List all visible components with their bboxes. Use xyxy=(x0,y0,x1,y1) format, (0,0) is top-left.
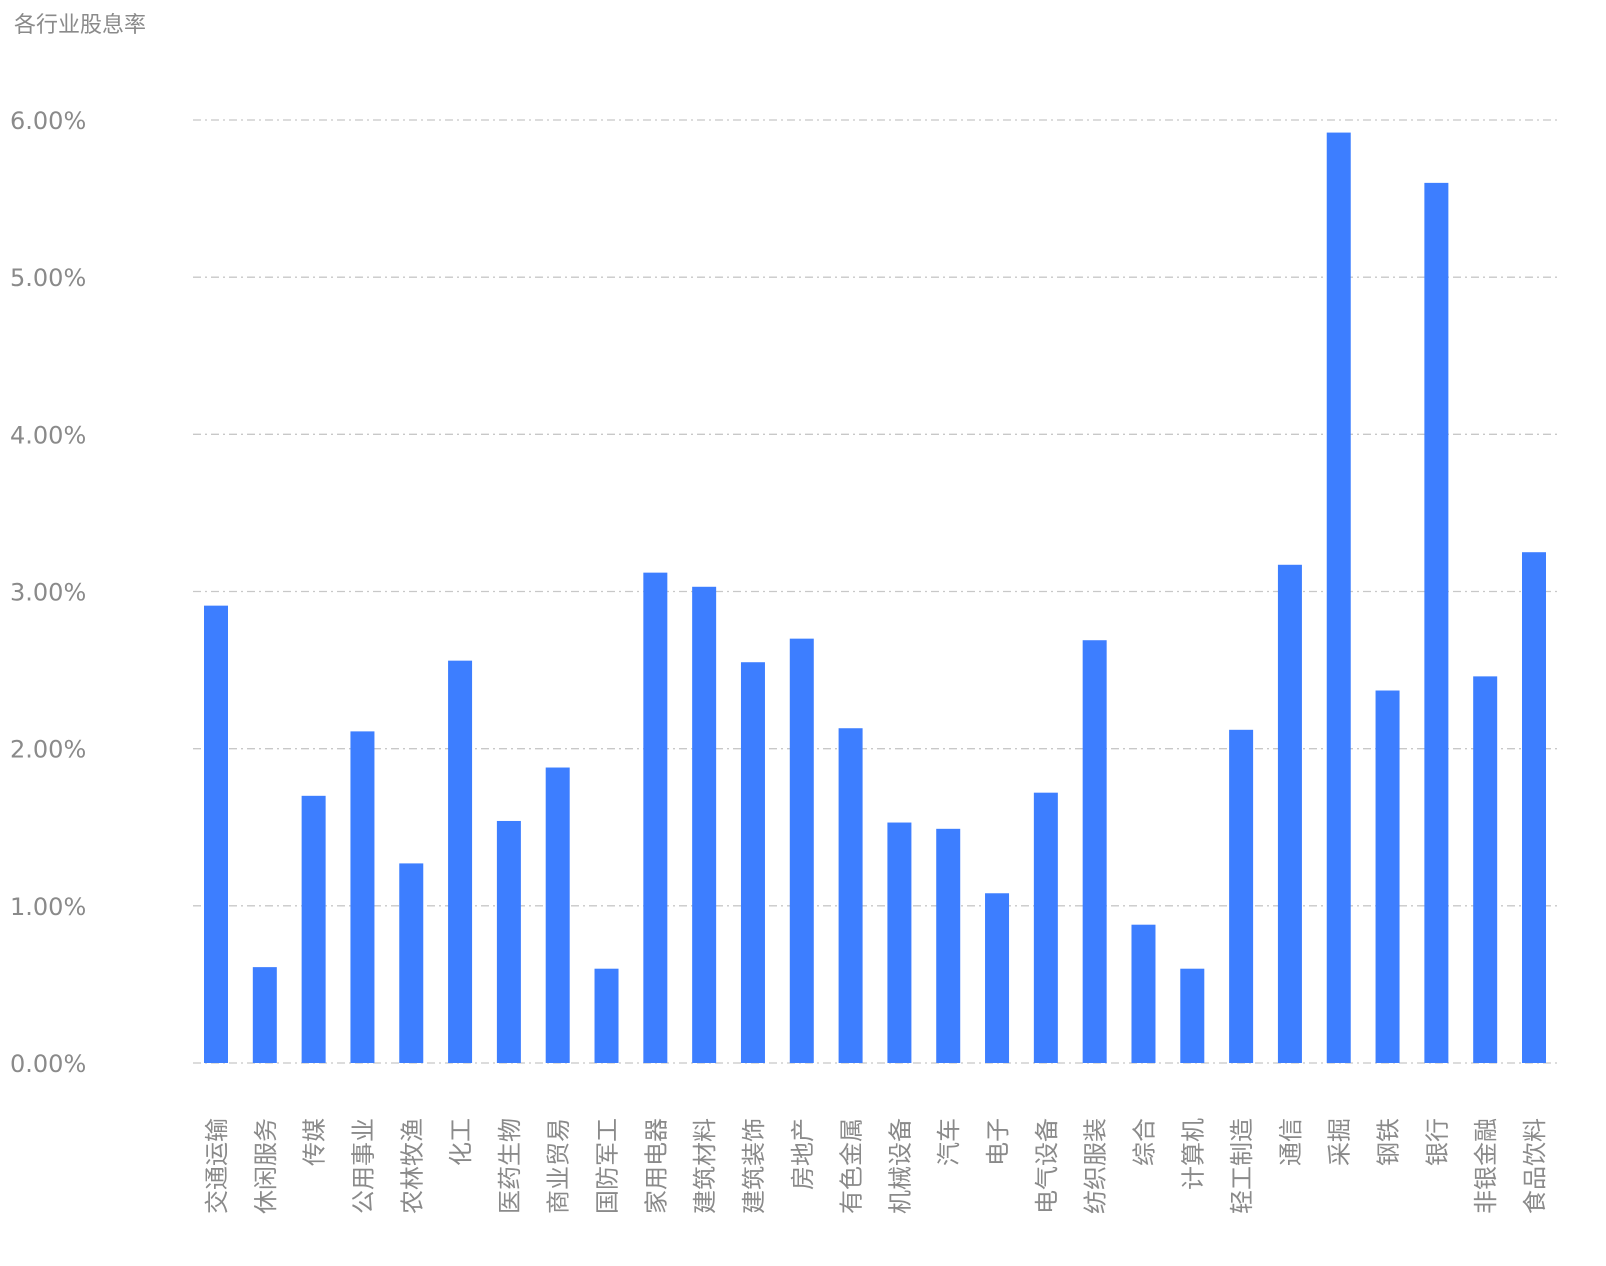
x-tick-label: 房地产 xyxy=(789,1118,817,1190)
bar-国防军工 xyxy=(594,968,619,1063)
x-tick-label: 非银金融 xyxy=(1472,1118,1500,1214)
bar-综合 xyxy=(1131,924,1156,1063)
y-tick-label: 3.00% xyxy=(10,579,86,607)
bar-休闲服务 xyxy=(252,967,277,1063)
x-tick-label: 建筑装饰 xyxy=(740,1118,768,1214)
x-tick-label: 银行 xyxy=(1423,1118,1451,1166)
bar-房地产 xyxy=(789,638,814,1063)
grid-lines xyxy=(193,119,1560,1064)
y-tick-label: 2.00% xyxy=(10,736,86,764)
y-axis: 0.00% 1.00% 2.00% 3.00% 4.00% 5.00% 6.00% xyxy=(10,107,86,1078)
x-tick-label: 钢铁 xyxy=(1375,1118,1403,1166)
x-tick-label: 建筑材料 xyxy=(691,1118,719,1214)
x-tick-label: 休闲服务 xyxy=(252,1118,280,1214)
bar-机械设备 xyxy=(887,822,912,1063)
x-tick-label: 轻工制造 xyxy=(1228,1118,1256,1214)
x-tick-label: 电子 xyxy=(984,1118,1012,1166)
bar-建筑材料 xyxy=(692,586,717,1063)
bar-电气设备 xyxy=(1033,792,1058,1063)
bar-轻工制造 xyxy=(1229,729,1254,1063)
x-tick-label: 国防军工 xyxy=(594,1118,622,1214)
y-tick-label: 0.00% xyxy=(10,1050,86,1078)
y-tick-label: 6.00% xyxy=(10,107,86,135)
x-tick-label: 食品饮料 xyxy=(1521,1118,1549,1214)
bar-汽车 xyxy=(936,828,961,1063)
bar-纺织服装 xyxy=(1082,640,1107,1063)
bar-采掘 xyxy=(1326,132,1351,1063)
x-tick-label: 家用电器 xyxy=(642,1118,670,1214)
bar-银行 xyxy=(1424,182,1449,1063)
x-tick-label: 综合 xyxy=(1130,1118,1158,1166)
bar-家用电器 xyxy=(643,572,668,1063)
x-tick-label: 化工 xyxy=(447,1118,475,1166)
bar-通信 xyxy=(1277,564,1302,1063)
bar-建筑装饰 xyxy=(740,662,765,1063)
bar-非银金融 xyxy=(1473,676,1498,1063)
bars xyxy=(204,132,1546,1063)
x-tick-label: 汽车 xyxy=(935,1118,963,1166)
x-tick-label: 计算机 xyxy=(1179,1118,1207,1190)
x-tick-label: 机械设备 xyxy=(886,1118,914,1214)
bar-农林牧渔 xyxy=(399,863,424,1063)
bar-医药生物 xyxy=(496,820,521,1063)
chart-title: 各行业股息率 xyxy=(14,13,146,38)
bar-传媒 xyxy=(301,795,326,1063)
bar-食品饮料 xyxy=(1522,552,1546,1063)
x-tick-label: 公用事业 xyxy=(349,1118,377,1214)
bar-电子 xyxy=(985,893,1010,1063)
y-tick-label: 4.00% xyxy=(10,421,86,449)
bar-有色金属 xyxy=(838,728,863,1063)
x-tick-label: 交通运输 xyxy=(203,1118,231,1214)
bar-钢铁 xyxy=(1375,690,1400,1063)
x-axis: 交通运输 休闲服务 传媒 公用事业 农林牧渔 化工 医药生物 商业贸易 国防军工 家用电器 建筑材料… xyxy=(203,1118,1549,1214)
bar-公用事业 xyxy=(350,731,375,1063)
y-tick-label: 5.00% xyxy=(10,264,86,292)
x-tick-label: 商业贸易 xyxy=(545,1118,573,1214)
x-tick-label: 有色金属 xyxy=(838,1118,866,1214)
x-tick-label: 纺织服装 xyxy=(1082,1118,1110,1214)
y-tick-label: 1.00% xyxy=(10,893,86,921)
x-tick-label: 采掘 xyxy=(1326,1118,1354,1166)
x-tick-label: 电气设备 xyxy=(1033,1118,1061,1214)
x-tick-label: 通信 xyxy=(1277,1118,1305,1166)
bar-商业贸易 xyxy=(545,767,570,1063)
x-tick-label: 医药生物 xyxy=(496,1118,524,1214)
x-tick-label: 农林牧渔 xyxy=(398,1118,426,1214)
x-tick-label: 传媒 xyxy=(301,1118,329,1166)
bar-交通运输 xyxy=(204,605,228,1063)
bar-计算机 xyxy=(1180,968,1205,1063)
bar-化工 xyxy=(448,660,473,1063)
